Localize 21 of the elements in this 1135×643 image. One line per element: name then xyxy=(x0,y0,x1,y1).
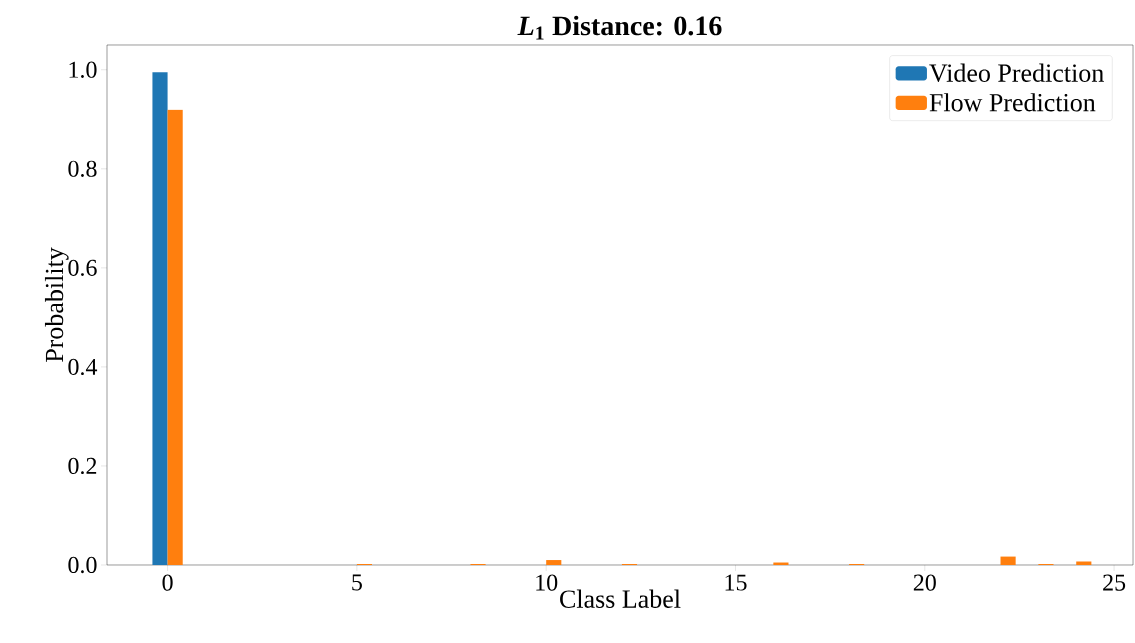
x-tick-label: 5 xyxy=(352,574,362,591)
bar xyxy=(546,560,562,565)
bar xyxy=(1000,556,1016,565)
x-tick-label: 0 xyxy=(162,574,173,591)
y-tick-label: 1.0 xyxy=(69,61,97,78)
y-tick-label: 0.6 xyxy=(68,259,97,277)
y-tick-label: 0.2 xyxy=(68,457,97,475)
y-axis-title: Probability xyxy=(44,247,69,363)
x-axis-title: Class Label xyxy=(560,589,681,608)
x-tick-label: 25 xyxy=(1103,574,1126,591)
bar xyxy=(152,72,168,565)
y-tick-label: 0.8 xyxy=(68,160,97,177)
x-tick-label: 20 xyxy=(913,574,936,591)
chart-title: L$_{1}$ Distance: 0.16 xyxy=(517,15,722,40)
legend-label: Flow Prediction xyxy=(929,93,1096,112)
legend-label: Video Prediction xyxy=(929,63,1104,83)
x-tick-label: 10 xyxy=(536,574,558,591)
y-tick-label: 0.4 xyxy=(68,358,98,376)
x-tick-label: 15 xyxy=(725,574,747,591)
bar xyxy=(167,109,183,565)
y-tick-label: 0.0 xyxy=(68,556,97,574)
